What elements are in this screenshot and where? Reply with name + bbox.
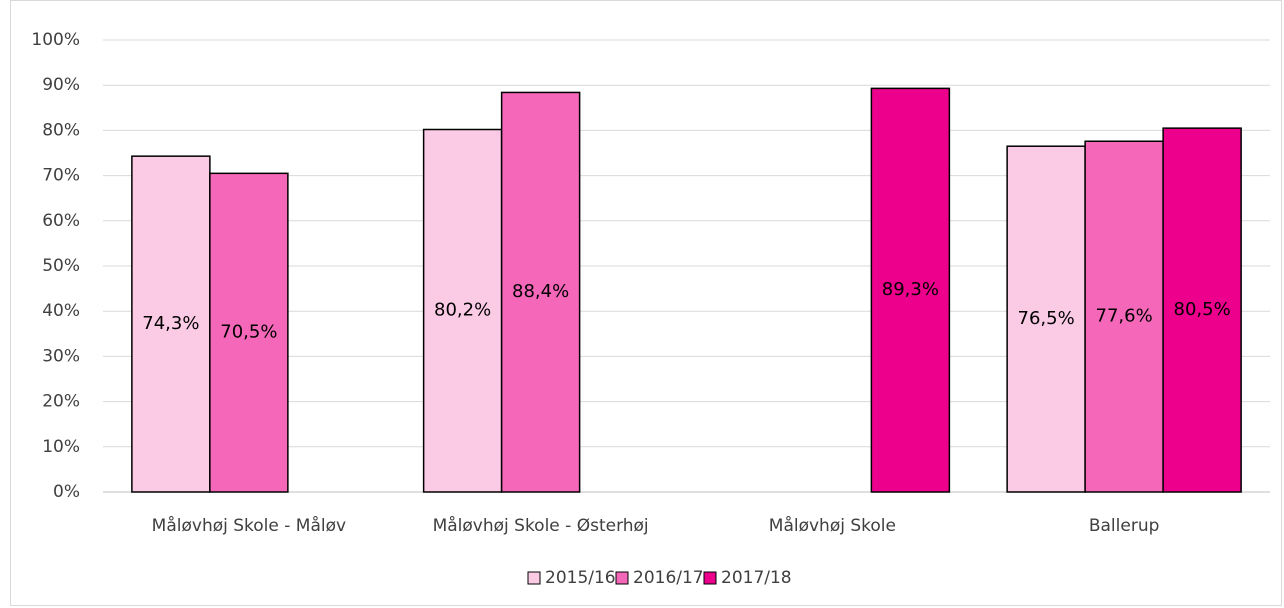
legend-label: 2016/17 — [633, 568, 704, 588]
data-label: 70,5% — [220, 322, 277, 343]
bar — [209, 172, 289, 493]
data-label: 88,4% — [512, 281, 569, 302]
x-tick-label: Måløvhøj Skole - Østerhøj — [433, 515, 649, 536]
y-tick-label: 10% — [42, 437, 80, 457]
y-tick-label: 20% — [42, 392, 80, 412]
legend-swatch — [527, 571, 541, 585]
data-label: 77,6% — [1096, 306, 1153, 327]
data-label: 74,3% — [142, 313, 199, 334]
y-tick-label: 40% — [42, 301, 80, 321]
data-label: 80,5% — [1174, 299, 1231, 320]
data-label: 80,2% — [434, 300, 491, 321]
legend-swatch — [703, 571, 717, 585]
y-tick-label: 0% — [53, 482, 80, 502]
y-tick-label: 80% — [42, 120, 80, 140]
y-tick-label: 50% — [42, 256, 80, 276]
legend-label: 2017/18 — [721, 568, 792, 588]
data-label: 89,3% — [882, 279, 939, 300]
bar — [1006, 145, 1086, 493]
bar — [870, 87, 951, 493]
y-tick-label: 30% — [42, 346, 80, 366]
x-tick-label: Ballerup — [1089, 516, 1160, 536]
data-label: 76,5% — [1018, 308, 1075, 329]
legend-label: 2015/16 — [545, 568, 616, 588]
y-tick-label: 100% — [31, 30, 80, 50]
y-tick-label: 70% — [42, 166, 80, 186]
bar — [422, 128, 503, 493]
x-tick-label: Måløvhøj Skole - Måløv — [152, 515, 346, 536]
y-tick-label: 60% — [42, 211, 80, 231]
bar — [131, 155, 211, 493]
bar — [1162, 127, 1242, 493]
x-tick-label: Måløvhøj Skole — [769, 515, 896, 536]
y-tick-label: 90% — [42, 75, 80, 95]
legend-swatch — [615, 571, 629, 585]
bar — [500, 91, 581, 493]
